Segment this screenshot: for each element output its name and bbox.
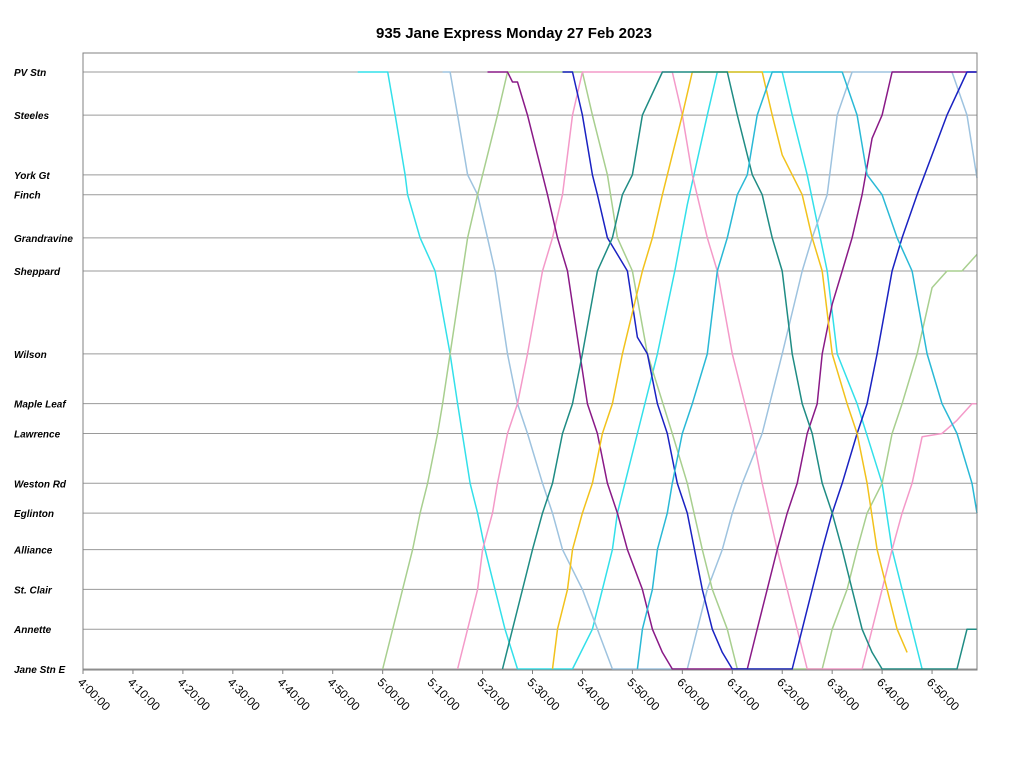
x-tick-label: 6:10:00 bbox=[724, 675, 762, 713]
station-label-wilson: Wilson bbox=[14, 350, 47, 361]
vehicle-trace-6 bbox=[562, 71, 977, 670]
x-tick-label: 6:50:00 bbox=[924, 675, 962, 713]
x-tick-label: 6:30:00 bbox=[824, 675, 862, 713]
x-tick-label: 4:00:00 bbox=[75, 675, 113, 713]
station-label-steeles: Steeles bbox=[14, 111, 49, 122]
x-tick-label: 6:20:00 bbox=[774, 675, 812, 713]
station-label-st-clair: St. Clair bbox=[14, 585, 53, 596]
station-label-finch: Finch bbox=[14, 191, 41, 202]
chart-title: 935 Jane Express Monday 27 Feb 2023 bbox=[376, 25, 652, 42]
x-tick-label: 4:30:00 bbox=[225, 675, 263, 713]
station-label-jane-stn-e: Jane Stn E bbox=[14, 665, 65, 676]
x-tick-label: 5:20:00 bbox=[474, 675, 512, 713]
x-tick-label: 5:00:00 bbox=[375, 675, 413, 713]
x-tick-label: 4:40:00 bbox=[275, 675, 313, 713]
vehicle-traces bbox=[357, 71, 978, 670]
vehicle-trace-9 bbox=[636, 71, 978, 670]
time-tick-labels: 4:00:00 4:10:00 4:20:00 4:30:00 4:40:00 4:50:… bbox=[75, 670, 962, 714]
station-gridlines bbox=[83, 71, 977, 670]
x-tick-label: 6:40:00 bbox=[874, 675, 912, 713]
station-label-pv-stn: PV Stn bbox=[14, 68, 46, 79]
station-label-maple-leaf: Maple Leaf bbox=[14, 400, 67, 411]
station-label-york-gt: York Gt bbox=[14, 171, 50, 182]
vehicle-trace-2 bbox=[442, 71, 978, 670]
vehicle-trace-3 bbox=[381, 71, 978, 670]
x-tick-label: 4:50:00 bbox=[325, 675, 363, 713]
station-label-lawrence: Lawrence bbox=[14, 430, 61, 441]
station-label-alliance: Alliance bbox=[13, 546, 53, 557]
station-label-sheppard: Sheppard bbox=[14, 267, 61, 278]
x-tick-label: 5:50:00 bbox=[624, 675, 662, 713]
x-tick-label: 4:10:00 bbox=[125, 675, 163, 713]
x-tick-label: 5:40:00 bbox=[574, 675, 612, 713]
vehicle-trace-5 bbox=[487, 71, 977, 670]
x-tick-label: 6:00:00 bbox=[674, 675, 712, 713]
station-label-eglinton: Eglinton bbox=[14, 509, 54, 520]
station-label-weston-rd: Weston Rd bbox=[14, 479, 67, 490]
station-label-grandravine: Grandravine bbox=[14, 234, 73, 245]
station-labels: PV Stn Steeles York Gt Finch Grandravine Shep… bbox=[13, 68, 73, 676]
vehicle-trace-1 bbox=[357, 71, 923, 670]
x-tick-label: 5:30:00 bbox=[524, 675, 562, 713]
vehicle-trace-7 bbox=[551, 71, 908, 670]
x-tick-label: 4:20:00 bbox=[175, 675, 213, 713]
station-label-annette: Annette bbox=[13, 625, 52, 636]
plot-frame bbox=[82, 52, 978, 671]
vehicle-trace-8 bbox=[501, 71, 977, 670]
x-tick-label: 5:10:00 bbox=[424, 675, 462, 713]
